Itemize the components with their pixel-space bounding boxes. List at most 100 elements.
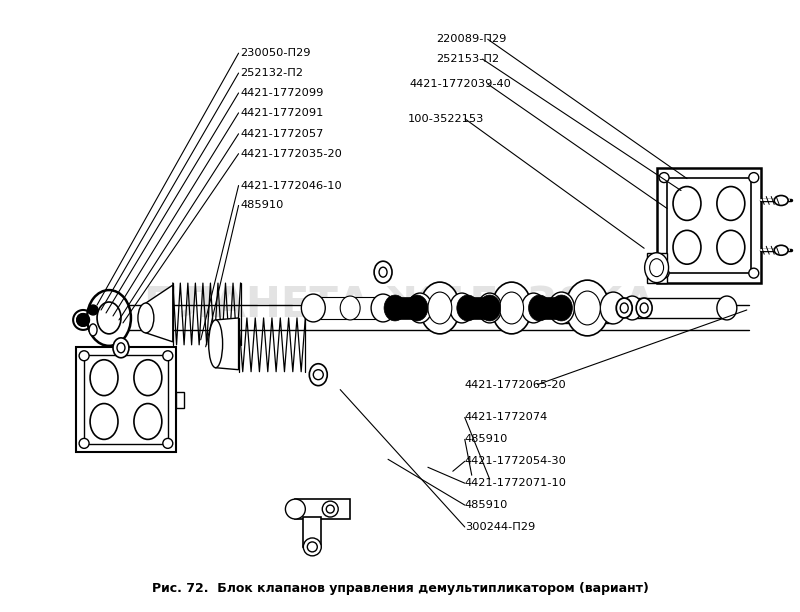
Ellipse shape [87, 290, 131, 346]
Bar [632, 298, 727, 318]
Ellipse shape [134, 403, 162, 439]
Ellipse shape [408, 293, 432, 323]
Ellipse shape [550, 295, 572, 321]
Ellipse shape [774, 195, 788, 206]
Ellipse shape [79, 438, 89, 449]
Ellipse shape [529, 295, 550, 321]
Ellipse shape [478, 293, 502, 323]
Ellipse shape [310, 364, 327, 386]
Ellipse shape [307, 542, 318, 552]
Text: 4421-1772035-20: 4421-1772035-20 [241, 149, 342, 159]
Ellipse shape [749, 268, 758, 278]
Ellipse shape [774, 245, 788, 255]
Text: 4421-1772054-30: 4421-1772054-30 [465, 457, 566, 466]
Ellipse shape [522, 293, 546, 323]
Ellipse shape [717, 187, 745, 220]
Bar [303, 517, 322, 547]
Ellipse shape [322, 501, 338, 517]
Ellipse shape [209, 320, 222, 368]
Ellipse shape [79, 351, 89, 360]
Ellipse shape [286, 499, 306, 519]
Ellipse shape [113, 338, 129, 358]
Ellipse shape [616, 298, 632, 318]
Ellipse shape [622, 296, 642, 320]
Ellipse shape [500, 292, 523, 324]
Text: 4421-1772099: 4421-1772099 [241, 88, 324, 98]
Bar [468, 297, 490, 319]
Ellipse shape [384, 295, 406, 321]
Ellipse shape [673, 230, 701, 264]
Bar [539, 297, 562, 319]
Ellipse shape [88, 305, 98, 315]
Ellipse shape [450, 293, 474, 323]
Ellipse shape [90, 360, 118, 395]
Ellipse shape [478, 295, 501, 321]
Text: 485910: 485910 [465, 500, 508, 510]
Text: 4421-1772074: 4421-1772074 [465, 412, 548, 422]
Ellipse shape [717, 230, 745, 264]
Ellipse shape [620, 303, 628, 313]
Ellipse shape [303, 538, 322, 556]
Ellipse shape [73, 310, 93, 330]
Ellipse shape [566, 280, 610, 336]
Ellipse shape [326, 505, 334, 513]
Ellipse shape [420, 282, 460, 334]
Bar [314, 297, 383, 319]
Bar [176, 392, 184, 408]
Ellipse shape [600, 292, 626, 324]
Text: 220089-П29: 220089-П29 [436, 34, 506, 44]
Ellipse shape [749, 173, 758, 182]
Bar [76, 348, 176, 452]
Ellipse shape [492, 282, 531, 334]
Ellipse shape [374, 261, 392, 283]
Ellipse shape [314, 370, 323, 379]
Ellipse shape [163, 351, 173, 360]
Ellipse shape [640, 303, 648, 313]
Ellipse shape [138, 303, 154, 333]
Ellipse shape [302, 294, 326, 322]
Ellipse shape [340, 296, 360, 320]
Ellipse shape [134, 360, 162, 395]
Bar [666, 178, 751, 273]
Ellipse shape [659, 268, 669, 278]
Bar [490, 295, 534, 321]
Text: 485910: 485910 [241, 201, 284, 211]
Text: 4421-1772065-20: 4421-1772065-20 [465, 379, 566, 390]
Ellipse shape [406, 295, 428, 321]
Text: 252153-П2: 252153-П2 [436, 54, 499, 64]
Text: 4421-1772046-10: 4421-1772046-10 [241, 181, 342, 190]
Ellipse shape [77, 314, 89, 326]
Ellipse shape [650, 259, 663, 277]
Ellipse shape [89, 324, 97, 336]
Text: 4421-1772039-40: 4421-1772039-40 [410, 79, 512, 89]
Polygon shape [216, 318, 238, 370]
Ellipse shape [77, 314, 89, 326]
Ellipse shape [645, 253, 669, 283]
Ellipse shape [163, 438, 173, 449]
Bar [295, 499, 350, 519]
Text: 4421-1772091: 4421-1772091 [241, 108, 324, 118]
Ellipse shape [117, 343, 125, 353]
Ellipse shape [457, 295, 478, 321]
Bar [84, 356, 168, 444]
Text: 485910: 485910 [465, 435, 508, 444]
Text: ПЛАНЕТА ЖЕЛЕЗЯКА: ПЛАНЕТА ЖЕЛЕЗЯКА [144, 284, 656, 326]
Text: 4421-1772057: 4421-1772057 [241, 129, 324, 139]
Ellipse shape [549, 292, 574, 324]
Bar [395, 297, 417, 319]
Text: 252132-П2: 252132-П2 [241, 68, 303, 78]
Ellipse shape [659, 173, 669, 182]
Bar [420, 295, 462, 321]
Bar [657, 168, 762, 283]
Bar [562, 293, 614, 323]
Ellipse shape [97, 302, 121, 334]
Text: 100-3522153: 100-3522153 [408, 114, 484, 124]
Text: 230050-П29: 230050-П29 [241, 48, 311, 58]
Ellipse shape [379, 267, 387, 277]
Text: Рис. 72.  Блок клапанов управления демультипликатором (вариант): Рис. 72. Блок клапанов управления демуль… [151, 582, 649, 595]
Text: 300244-П29: 300244-П29 [465, 522, 535, 532]
Ellipse shape [717, 296, 737, 320]
Ellipse shape [636, 298, 652, 318]
Ellipse shape [428, 292, 452, 324]
Polygon shape [146, 285, 173, 342]
